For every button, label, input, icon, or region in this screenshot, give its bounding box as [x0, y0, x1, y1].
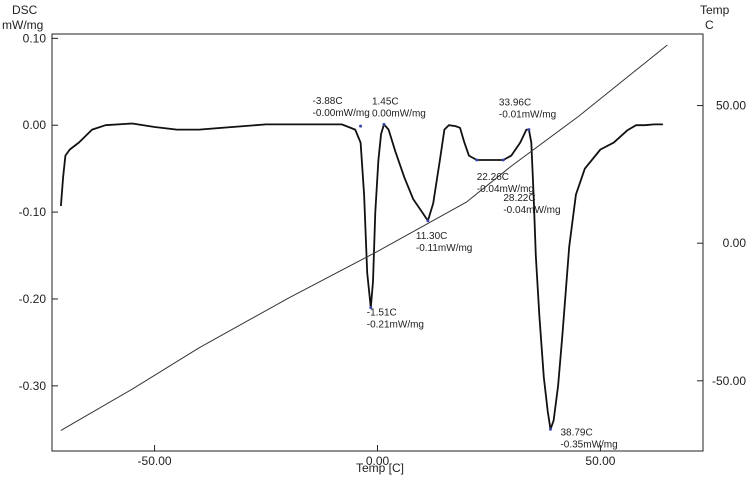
y-tick-label-0: 0.10 — [23, 31, 47, 45]
annotation-temp-6: 33.96C — [499, 98, 531, 109]
annotation-value-5: -0.04mW/mg — [503, 205, 560, 216]
annotation-value-2: -0.21mW/mg — [367, 320, 424, 331]
dsc-curve — [60, 122, 663, 431]
x-axis-title: Temp [C] — [356, 461, 404, 475]
annotation-temp-0: -3.88C — [313, 96, 343, 107]
annotation-value-4: -0.04mW/mg — [477, 184, 534, 195]
x-tick-label-1: 0.00 — [366, 454, 390, 468]
annotation-point-3 — [426, 219, 430, 223]
series-layer — [60, 44, 668, 431]
annotation-value-3: -0.11mW/mg — [416, 243, 473, 254]
y-tick-label-3: -0.20 — [19, 292, 47, 306]
annotation-temp-4: 22.26C — [477, 172, 509, 183]
annotation-point-2 — [369, 306, 373, 310]
annotation-temp-7: 38.79C — [560, 427, 592, 438]
y-ticks: 0.10 0.00 -0.10 -0.20 -0.30 — [19, 31, 58, 393]
annotation-value-6: -0.01mW/mg — [499, 110, 556, 121]
y2-tick-label-1: 0.00 — [723, 236, 747, 250]
annotation-point-6 — [527, 128, 531, 132]
y2-tick-label-0: 50.00 — [716, 99, 746, 113]
y-axis-title-line1: DSC — [12, 3, 38, 17]
annotation-point-7 — [548, 427, 552, 431]
annotation-point-4 — [475, 158, 479, 162]
annotation-point-5 — [501, 158, 505, 162]
temperature-line — [60, 44, 668, 431]
y-axis-title-line2: mW/mg — [2, 18, 43, 32]
annotation-value-7: -0.35mW/mg — [560, 439, 617, 450]
y2-tick-label-2: -50.00 — [712, 374, 746, 388]
x-ticks: -50.00 0.00 50.00 — [138, 445, 616, 468]
annotation-point-1 — [382, 122, 386, 126]
annotation-temp-3: 11.30C — [416, 231, 448, 242]
y-tick-label-2: -0.10 — [19, 205, 47, 219]
y2-axis-title-line1: Temp — [700, 3, 730, 17]
x-tick-label-2: 50.00 — [585, 454, 615, 468]
annotation-temp-1: 1.45C — [372, 96, 399, 107]
annotation-temp-2: -1.51C — [367, 308, 397, 319]
y2-axis-title-line2: C — [705, 18, 714, 32]
annotation-temp-5: 28.22C — [503, 193, 535, 204]
y-tick-label-4: -0.30 — [19, 379, 47, 393]
annotation-value-0: -0.00mW/mg — [313, 108, 370, 119]
annotation-point-0 — [359, 124, 363, 128]
y2-ticks: 50.00 0.00 -50.00 — [697, 99, 746, 388]
x-tick-label-0: -50.00 — [138, 454, 172, 468]
annotation-value-1: 0.00mW/mg — [372, 108, 426, 119]
y-tick-label-1: 0.00 — [23, 118, 47, 132]
